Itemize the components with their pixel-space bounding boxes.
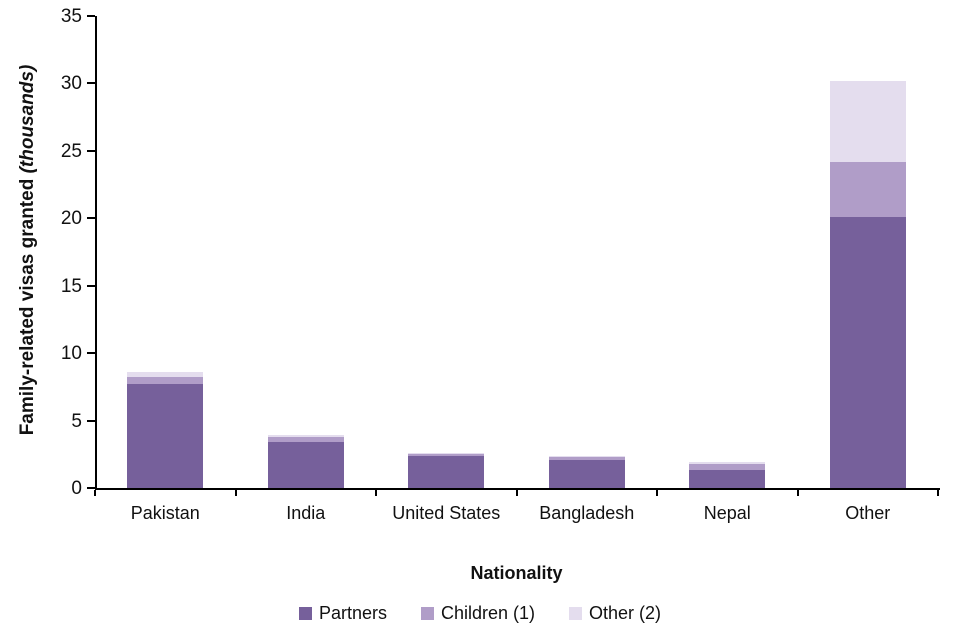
y-tick-mark: [87, 149, 95, 152]
x-tick-mark: [515, 490, 518, 496]
bar-segment-other-2: [689, 462, 766, 464]
y-tick-label: 10: [60, 343, 82, 365]
x-axis-title: Nationality: [470, 563, 563, 583]
bar-segment-partners: [408, 455, 485, 488]
bar-segment-children-1: [689, 463, 766, 471]
bar-segment-children-1: [548, 457, 625, 460]
bar-segment-other-2: [267, 435, 344, 437]
x-category-label: Pakistan: [130, 503, 200, 523]
x-tick-mark: [375, 490, 377, 496]
x-tick-mark: [937, 490, 939, 496]
legend-swatch-icon: [420, 607, 434, 620]
y-tick-label: 15: [60, 275, 82, 297]
bar-segment-children-1: [408, 453, 485, 456]
bar-segment-partners: [548, 459, 625, 488]
x-tick-mark: [234, 490, 237, 496]
y-tick-label: 20: [60, 208, 82, 230]
y-tick-mark: [87, 352, 95, 355]
y-tick-mark: [87, 419, 95, 422]
bar-segment-other-2: [548, 456, 625, 457]
bar-segment-partners: [829, 216, 906, 488]
legend-label: Children (1): [440, 603, 536, 623]
x-category-label: Nepal: [703, 503, 751, 523]
plot-area: [95, 16, 940, 490]
legend-item-partners: Partners: [298, 603, 387, 624]
y-tick-label: 5: [71, 410, 82, 432]
bar-india: [267, 435, 344, 488]
bar-united-states: [408, 452, 485, 488]
x-tick-mark: [94, 490, 96, 496]
legend: Partners Children (1) Other (2): [0, 603, 960, 624]
bar-segment-other-2: [127, 372, 204, 378]
x-tick-mark: [656, 490, 658, 496]
y-tick-label: 25: [60, 140, 82, 162]
bar-segment-children-1: [829, 161, 906, 217]
x-tick-mark: [796, 490, 799, 496]
legend-item-children-1: Children (1): [420, 603, 536, 624]
bar-segment-other-2: [408, 452, 485, 454]
y-tick-label: 30: [60, 73, 82, 95]
bar-nepal: [689, 462, 766, 488]
bar-segment-partners: [689, 470, 766, 488]
bar-bangladesh: [548, 456, 625, 488]
y-tick-mark: [87, 217, 95, 220]
y-tick-label: 0: [71, 478, 82, 499]
legend-swatch-icon: [298, 607, 312, 620]
bar-segment-children-1: [267, 436, 344, 443]
y-axis-title: Family-related visas granted (thousands): [17, 65, 39, 436]
bar-segment-partners: [267, 442, 344, 488]
y-tick-mark: [87, 15, 95, 17]
y-tick-mark: [87, 487, 95, 489]
legend-item-other-2: Other (2): [569, 603, 661, 624]
bar-other: [829, 80, 906, 488]
y-tick-label: 35: [60, 6, 82, 27]
x-category-label: Other: [845, 503, 891, 523]
bar-segment-partners: [127, 384, 204, 488]
legend-label: Other (2): [589, 603, 662, 623]
x-category-label: India: [286, 503, 326, 523]
bar-segment-children-1: [127, 377, 204, 385]
legend-label: Partners: [318, 603, 387, 623]
x-category-label: United States: [392, 503, 501, 523]
y-tick-mark: [87, 284, 95, 287]
x-category-label: Bangladesh: [539, 503, 635, 523]
bar-pakistan: [127, 372, 204, 488]
bar-segment-other-2: [829, 80, 906, 162]
y-tick-mark: [87, 82, 95, 85]
legend-swatch-icon: [569, 607, 583, 620]
